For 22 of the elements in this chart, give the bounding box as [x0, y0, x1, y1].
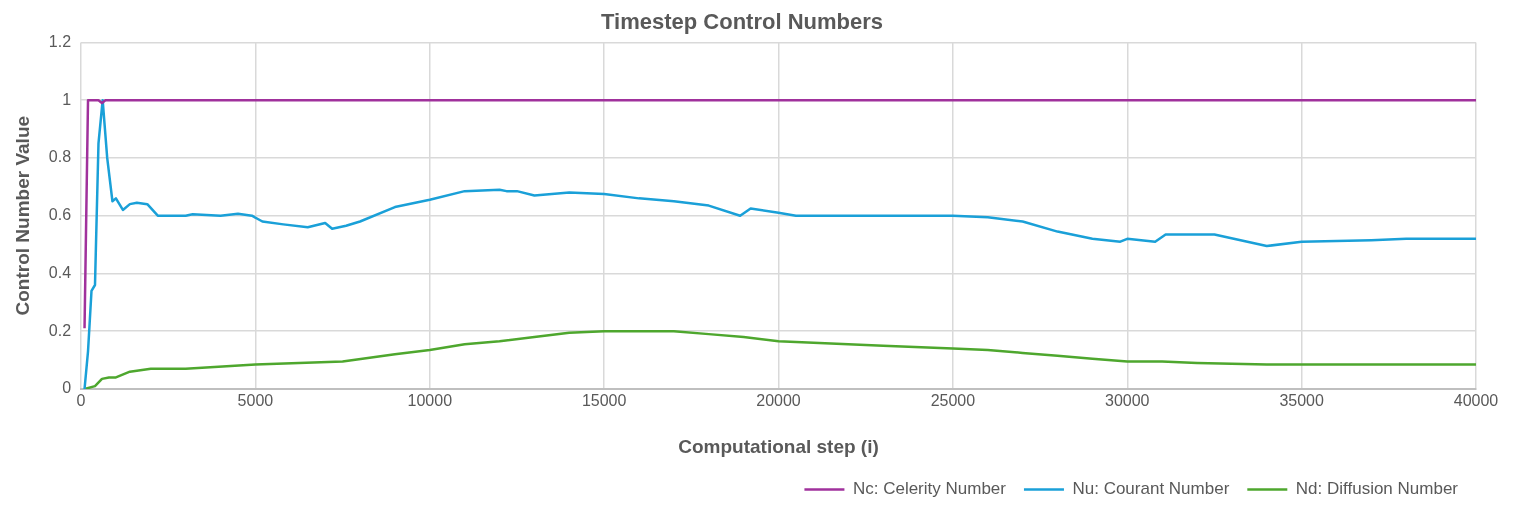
y-axis-title: Control Number Value: [11, 115, 33, 316]
y-tick-label: 0.6: [48, 206, 72, 224]
y-tick-label: 1: [62, 90, 72, 108]
legend-label: Nu: Courant Number: [1072, 479, 1230, 499]
x-tick-label: 40000: [1453, 392, 1499, 410]
x-tick-label: 20000: [756, 392, 801, 410]
y-tick-label: 0.2: [48, 321, 72, 339]
x-tick-label: 25000: [930, 392, 976, 410]
legend-label: Nc: Celerity Number: [852, 479, 1007, 499]
legend-label: Nd: Diffusion Number: [1295, 479, 1459, 499]
x-axis-title: Computational step (i): [678, 435, 879, 457]
x-tick-label: 0: [76, 392, 86, 410]
chart-title: Timestep Control Numbers: [601, 9, 883, 35]
x-tick-label: 15000: [581, 392, 627, 410]
y-tick-label: 1.2: [48, 32, 72, 50]
x-tick-label: 30000: [1105, 392, 1150, 410]
x-tick-label: 35000: [1279, 392, 1324, 410]
x-tick-label: 10000: [407, 392, 453, 410]
y-tick-label: 0: [62, 379, 72, 397]
x-tick-label: 5000: [237, 392, 274, 410]
y-tick-label: 0.4: [48, 263, 72, 281]
y-tick-label: 0.8: [48, 148, 72, 166]
